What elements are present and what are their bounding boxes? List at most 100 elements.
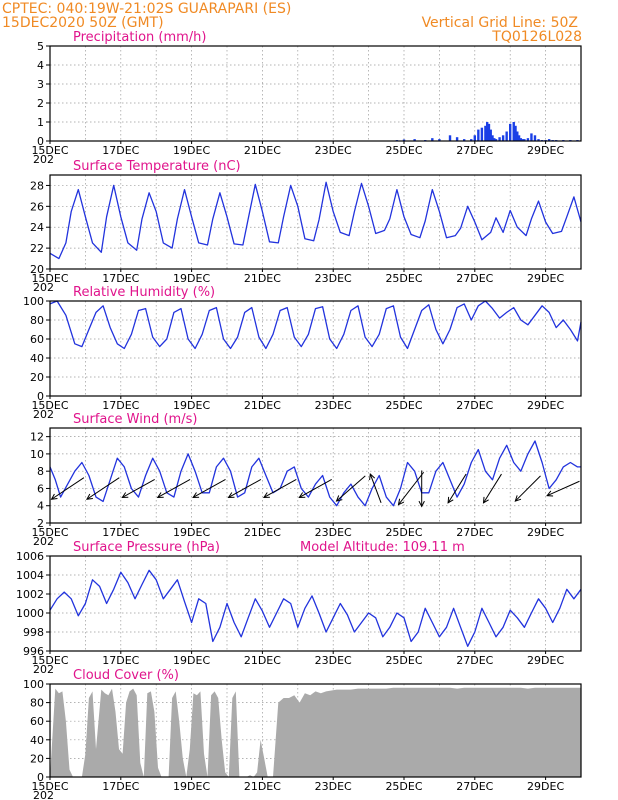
y-tick-label: 20 <box>30 752 44 765</box>
x-tick-label: 23DEC <box>315 144 352 157</box>
y-tick-label: 20 <box>30 371 44 384</box>
x-tick-label: 23DEC <box>315 399 352 412</box>
wind-arrow <box>299 479 332 498</box>
wind-arrow <box>228 479 262 498</box>
x-tick-label: 27DEC <box>456 144 493 157</box>
y-tick-label: 0 <box>37 135 44 148</box>
panel-precipitation: 0 1 2 3 4 5 15DEC 17DEC 19DEC 21DEC 23DEC 25DEC 27DE… <box>31 30 582 166</box>
precip-bar <box>477 129 480 141</box>
panel-frame <box>49 45 582 142</box>
x-tick-label: 27DEC <box>456 654 493 667</box>
x-tick-label: 19DEC <box>173 654 210 667</box>
x-tick-label: 17DEC <box>102 272 139 285</box>
year-label: 202 <box>33 663 54 676</box>
y-tick-label: 1002 <box>16 588 44 601</box>
x-tick-label: 15DEC <box>31 526 68 539</box>
x-tick-label: 21DEC <box>244 780 281 793</box>
wind-arrow-head <box>514 495 522 502</box>
x-tick-label: 27DEC <box>456 780 493 793</box>
y-tick-label: 2 <box>37 97 44 110</box>
precip-bar <box>431 138 434 141</box>
x-tick-label: 19DEC <box>173 144 210 157</box>
precip-bar <box>484 125 487 141</box>
x-tick-label: 17DEC <box>102 780 139 793</box>
x-tick-label: 25DEC <box>385 780 422 793</box>
wind-arrow <box>398 471 425 505</box>
wind-arrow <box>51 477 85 500</box>
y-tick-label: 3 <box>37 78 44 91</box>
x-tick-label: 29DEC <box>527 654 564 667</box>
wind-arrow-head <box>335 495 343 502</box>
precip-bar <box>533 135 537 141</box>
x-tick-label: 23DEC <box>315 526 352 539</box>
precip-bar <box>494 139 498 141</box>
wind-line <box>49 440 581 507</box>
precip-bar <box>523 139 526 141</box>
year-label: 202 <box>33 153 54 166</box>
panel-title: Cloud Cover (%) <box>73 668 179 683</box>
year-label: 202 <box>33 789 54 800</box>
wind-arrow <box>86 477 120 500</box>
precip-bar <box>501 135 505 141</box>
x-tick-label: 17DEC <box>102 144 139 157</box>
x-tick-label: 19DEC <box>173 399 210 412</box>
precip-bar <box>521 139 524 141</box>
x-tick-label: 17DEC <box>102 526 139 539</box>
y-tick-label: 100 <box>23 678 44 691</box>
x-tick-label: 29DEC <box>527 526 564 539</box>
precip-bar <box>526 138 530 141</box>
wind-arrow-head <box>447 496 454 504</box>
wind-arrow <box>157 479 191 498</box>
precip-bar <box>537 139 540 141</box>
precip-bar <box>505 131 508 141</box>
y-tick-label: 60 <box>30 333 44 346</box>
x-tick-label: 17DEC <box>102 654 139 667</box>
x-tick-label: 21DEC <box>244 654 281 667</box>
panel-title: Relative Humidity (%) <box>73 285 215 300</box>
panel-title: Surface Temperature (nC) <box>73 159 241 174</box>
y-tick-label: 24 <box>30 221 44 234</box>
precip-bar <box>402 139 406 141</box>
wind-arrow-head <box>418 500 425 508</box>
x-tick-label: 25DEC <box>385 654 422 667</box>
precip-bar <box>516 131 519 141</box>
x-tick-label: 17DEC <box>102 399 139 412</box>
precip-bar <box>512 122 515 141</box>
precip-bar <box>473 135 476 141</box>
panel-title: Precipitation (mm/h) <box>73 30 206 45</box>
wind-arrow-head <box>227 492 235 498</box>
x-tick-label: 23DEC <box>315 654 352 667</box>
x-tick-label: 27DEC <box>456 399 493 412</box>
model-altitude-annotation: Model Altitude: 109.11 m <box>300 540 465 555</box>
precip-bar <box>517 135 521 141</box>
grid-note: Vertical Grid Line: 50Z <box>422 15 578 31</box>
x-tick-label: 23DEC <box>315 780 352 793</box>
y-tick-label: 1004 <box>16 569 44 582</box>
cloud-cover-area <box>50 687 581 777</box>
precip-bar <box>448 135 452 141</box>
precip-bar <box>530 133 533 141</box>
x-tick-label: 25DEC <box>385 144 422 157</box>
precip-bar <box>491 135 494 141</box>
panel-title: Surface Pressure (hPa) <box>73 540 220 555</box>
precip-bar <box>498 137 501 141</box>
y-tick-label: 4 <box>37 500 44 513</box>
x-tick-label: 29DEC <box>527 399 564 412</box>
y-tick-label: 40 <box>30 734 44 747</box>
datetime-header: 15DEC2020 50Z (GMT) <box>2 15 164 31</box>
wind-arrow <box>192 479 226 498</box>
y-tick-label: 1006 <box>16 550 44 563</box>
panel-frame <box>49 555 582 652</box>
pressure-line <box>49 569 582 647</box>
wind-arrow <box>447 473 467 504</box>
y-tick-label: 40 <box>30 352 44 365</box>
x-tick-label: 25DEC <box>385 272 422 285</box>
wind-arrow <box>263 479 297 498</box>
y-tick-label: 1000 <box>16 607 44 620</box>
model-code: TQ0126L028 <box>491 29 582 45</box>
panel-frame <box>49 300 582 397</box>
precip-bar <box>413 139 416 141</box>
x-tick-label: 15DEC <box>31 780 68 793</box>
y-tick-label: 80 <box>30 314 44 327</box>
